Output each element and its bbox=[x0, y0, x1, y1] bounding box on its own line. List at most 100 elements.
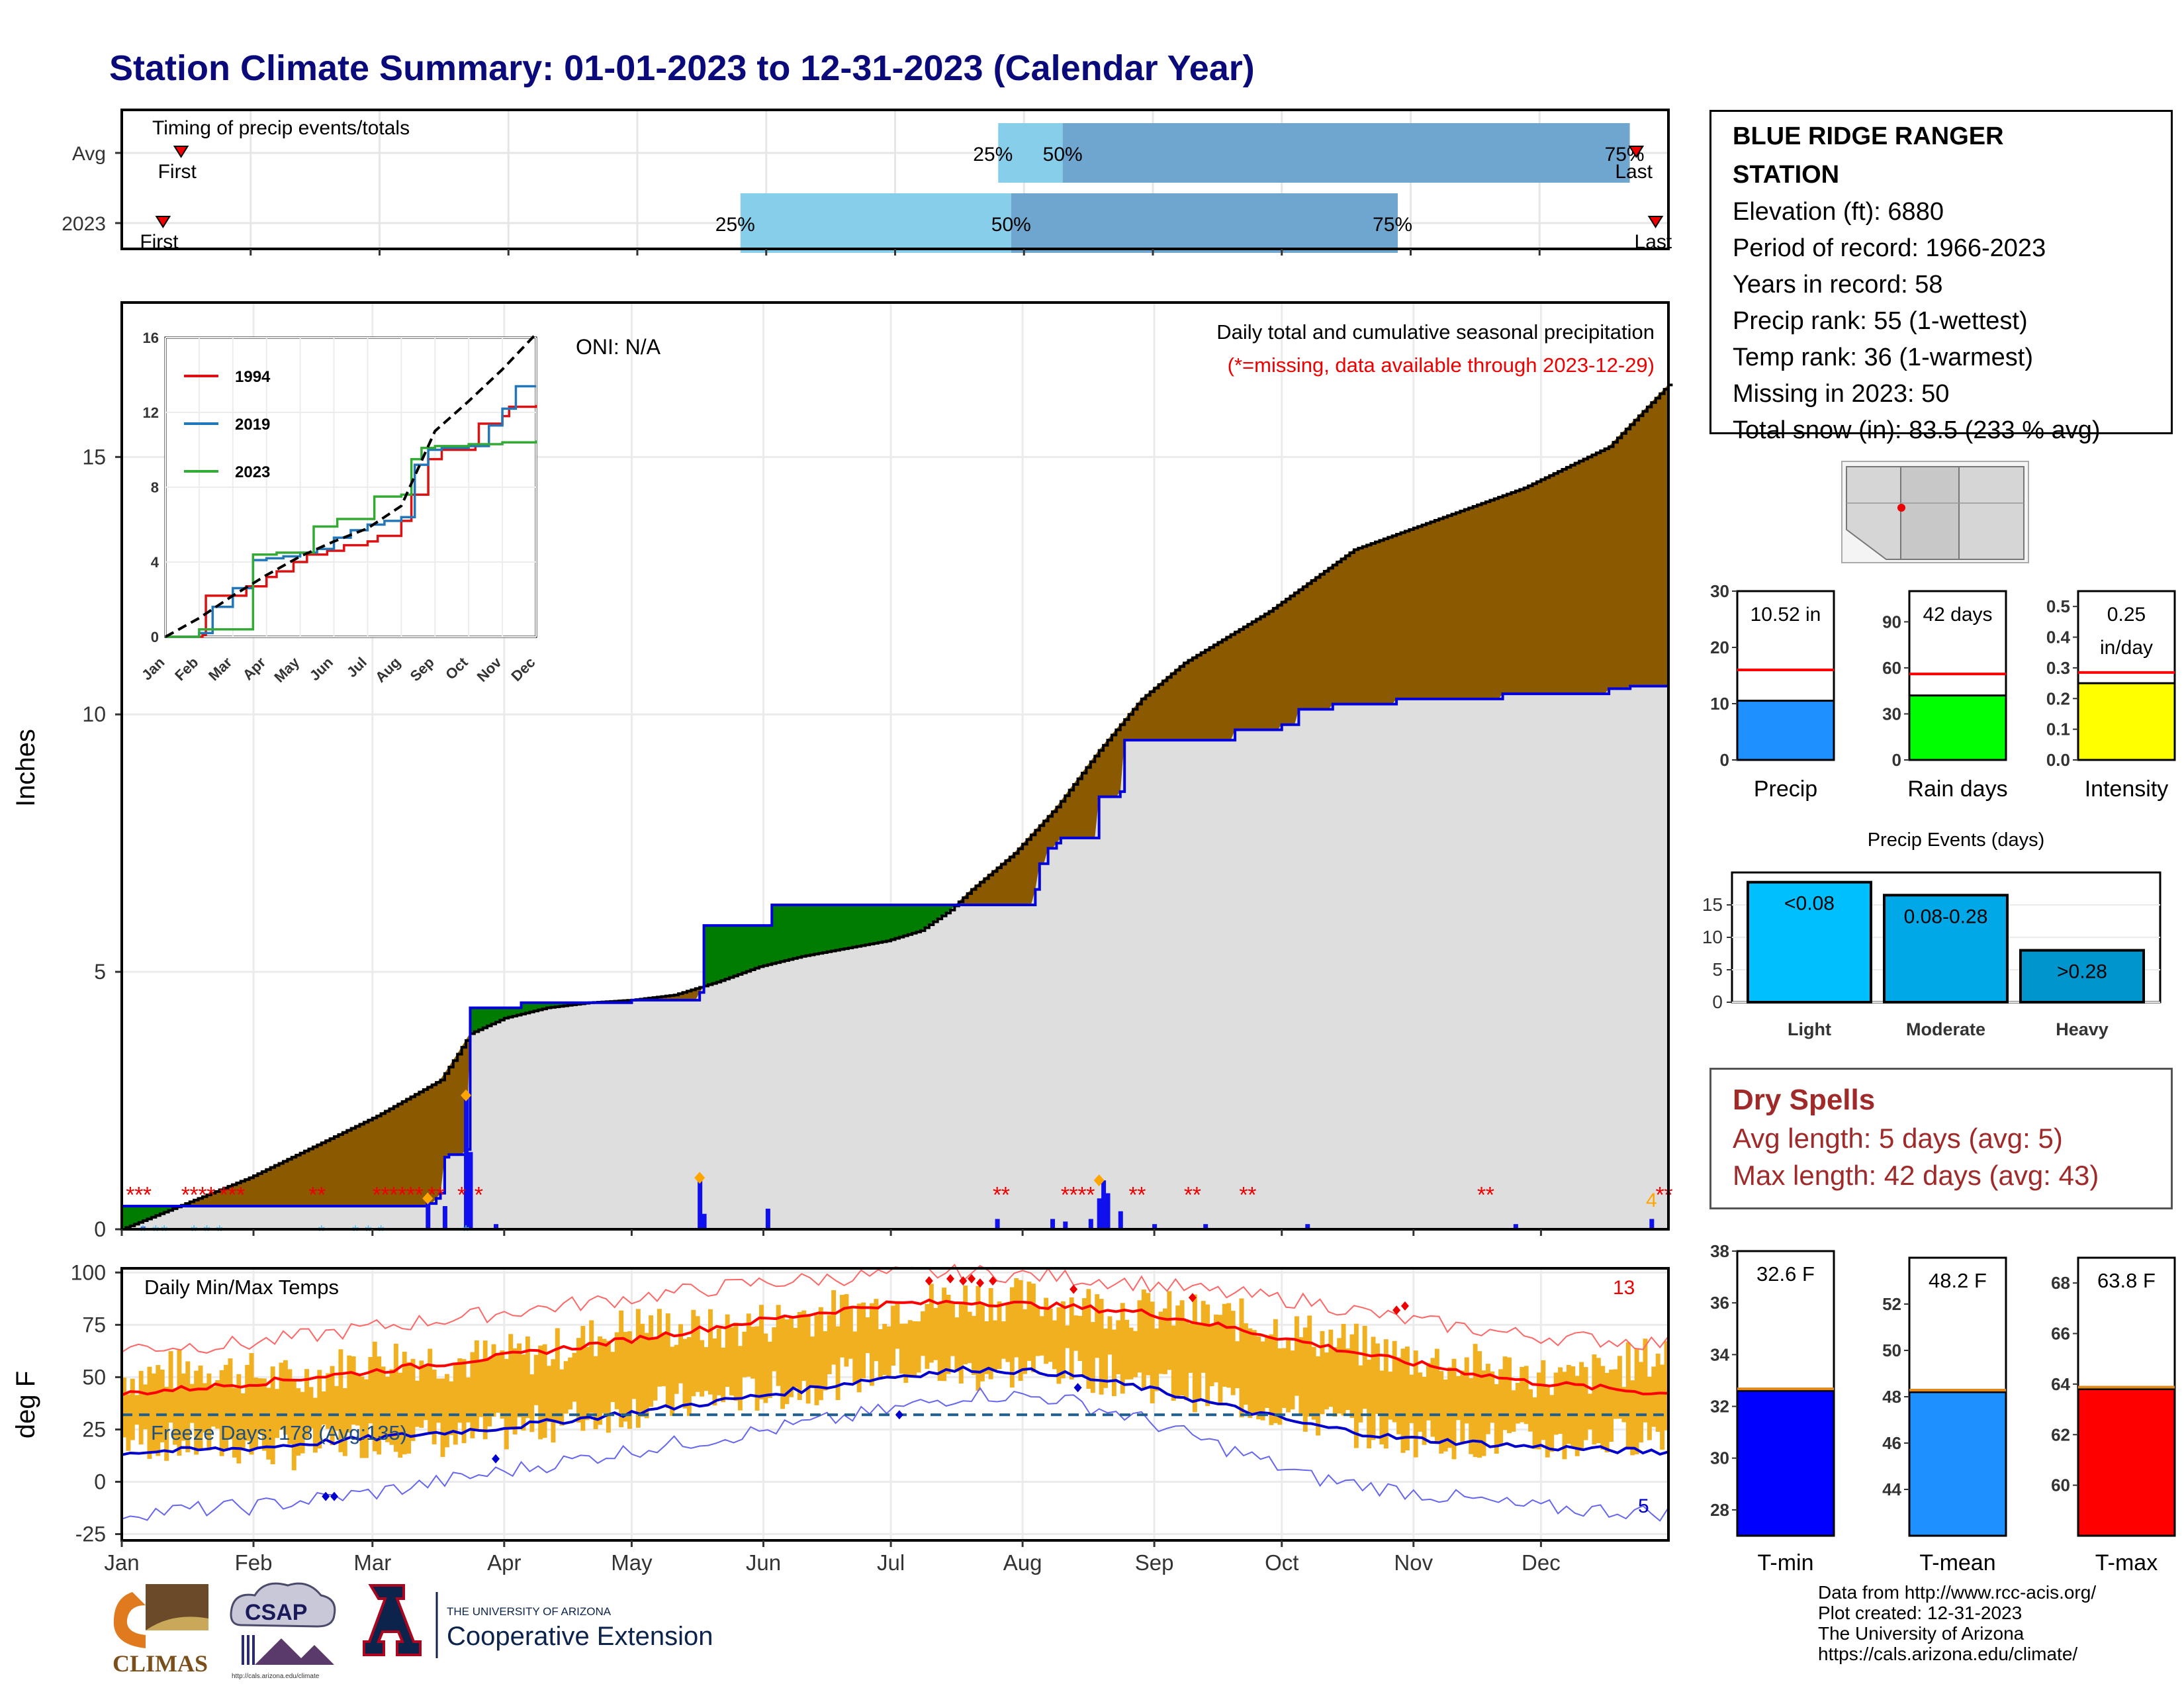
daily-temp-bar bbox=[835, 1326, 841, 1400]
snow-marker: * bbox=[140, 1221, 146, 1241]
daily-temp-bar bbox=[1277, 1348, 1283, 1425]
daily-temp-bar bbox=[602, 1338, 607, 1413]
daily-temp-bar bbox=[763, 1333, 768, 1403]
daily-temp-bar bbox=[1383, 1339, 1388, 1449]
month-label: Dec bbox=[1522, 1550, 1561, 1575]
total-ytick-label: 10 bbox=[1710, 694, 1729, 714]
daily-precip-bar bbox=[426, 1198, 431, 1229]
daily-temp-bar bbox=[691, 1309, 696, 1397]
daily-temp-bar bbox=[1265, 1336, 1269, 1408]
daily-temp-bar bbox=[1515, 1383, 1520, 1424]
tmean-ytick-label: 30 bbox=[1710, 1448, 1729, 1468]
daily-precip-bar bbox=[1203, 1224, 1208, 1229]
daily-temp-bar bbox=[368, 1356, 373, 1424]
daily-temp-bar bbox=[478, 1360, 484, 1417]
daily-temp-bar bbox=[529, 1374, 535, 1432]
month-label: Apr bbox=[487, 1550, 521, 1575]
daily-temp-bar bbox=[1226, 1303, 1232, 1388]
daily-temp-bar bbox=[754, 1326, 760, 1411]
daily-temp-bar bbox=[143, 1384, 148, 1430]
daily-temp-bar bbox=[1481, 1370, 1486, 1456]
total-bar bbox=[2077, 682, 2176, 761]
temp-ytick-label: 25 bbox=[82, 1417, 106, 1441]
daily-temp-bar bbox=[1579, 1362, 1584, 1451]
station-marker bbox=[1897, 504, 1905, 512]
daily-temp-bar bbox=[419, 1360, 424, 1428]
daily-temp-bar bbox=[270, 1366, 275, 1464]
missing-star: * bbox=[206, 1183, 215, 1208]
daily-temp-bar bbox=[921, 1311, 925, 1356]
daily-temp-bar bbox=[1324, 1352, 1329, 1410]
credit-line[interactable]: Data from http://www.rcc-acis.org/ bbox=[1818, 1582, 2097, 1603]
daily-precip-bar bbox=[1152, 1224, 1158, 1229]
daily-temp-bar bbox=[1337, 1338, 1342, 1414]
credits: Data from http://www.rcc-acis.org/ Plot … bbox=[1818, 1582, 2096, 1664]
daily-temp-bar bbox=[1281, 1348, 1287, 1408]
daily-temp-bar bbox=[852, 1331, 858, 1383]
daily-temp-bar bbox=[631, 1342, 637, 1399]
daily-temp-bar bbox=[495, 1354, 500, 1413]
daily-temp-bar bbox=[1625, 1342, 1631, 1450]
daily-temp-bar bbox=[1009, 1287, 1015, 1388]
record-high-marker bbox=[1188, 1293, 1197, 1303]
tmean-ytick-label: 36 bbox=[1710, 1293, 1729, 1313]
daily-temp-bar bbox=[1298, 1337, 1304, 1416]
inset-legend-label: 2019 bbox=[235, 416, 270, 434]
daily-temp-bar bbox=[810, 1336, 815, 1386]
credit-line[interactable]: https://cals.arizona.edu/climate/ bbox=[1818, 1644, 2078, 1664]
total-ytick-label: 0.3 bbox=[2046, 658, 2070, 678]
daily-temp-bar bbox=[1583, 1367, 1588, 1440]
daily-temp-bar bbox=[929, 1284, 934, 1363]
daily-temp-bar bbox=[572, 1352, 577, 1402]
daily-temp-bar bbox=[805, 1314, 811, 1404]
info-row: Elevation (ft): 6880 bbox=[1733, 198, 1944, 226]
daily-temp-bar bbox=[449, 1381, 454, 1435]
daily-temp-bar bbox=[725, 1314, 730, 1387]
daily-temp-bar bbox=[958, 1302, 964, 1384]
tmean-ytick-label: 32 bbox=[1710, 1397, 1729, 1417]
daily-temp-bar bbox=[219, 1370, 224, 1456]
daily-temp-bar bbox=[661, 1332, 666, 1387]
map-state bbox=[1900, 466, 1960, 560]
daily-temp-bar bbox=[1570, 1366, 1576, 1447]
tmean-ytick-label: 46 bbox=[1882, 1433, 1901, 1453]
daily-temp-bar bbox=[907, 1320, 913, 1376]
daily-temp-bar bbox=[644, 1333, 649, 1419]
daily-temp-bar bbox=[1358, 1365, 1363, 1423]
timing-q50-label: 50% bbox=[1043, 144, 1083, 165]
daily-temp-bar bbox=[865, 1317, 870, 1354]
info-row: Period of record: 1966-2023 bbox=[1733, 234, 2046, 262]
daily-temp-bar bbox=[1455, 1376, 1461, 1421]
daily-temp-bar bbox=[1451, 1358, 1457, 1460]
daily-temp-bar bbox=[627, 1331, 632, 1429]
snow-marker: * bbox=[352, 1221, 359, 1241]
daily-precip-bar bbox=[493, 1224, 498, 1229]
inset-legend-label: 2023 bbox=[235, 463, 270, 481]
tmean-category-label: T-min bbox=[1758, 1550, 1814, 1575]
daily-temp-bar bbox=[589, 1320, 594, 1413]
tmean-bar bbox=[2077, 1388, 2176, 1537]
daily-temp-bar bbox=[287, 1369, 293, 1444]
daily-temp-bar bbox=[678, 1324, 683, 1383]
daily-temp-bar bbox=[1498, 1369, 1504, 1444]
record-low-marker bbox=[330, 1491, 339, 1501]
month-label: Jan bbox=[104, 1550, 139, 1575]
info-row: Total snow (in): 83.5 (233 % avg) bbox=[1733, 416, 2101, 444]
daily-temp-bar bbox=[606, 1340, 611, 1433]
daily-precip-bar bbox=[468, 1152, 473, 1229]
precip-ytick-label: 0 bbox=[94, 1217, 106, 1241]
precip-subtitle: (*=missing, data available through 2023-… bbox=[1228, 353, 1655, 377]
missing-star: * bbox=[1239, 1183, 1248, 1208]
daily-temp-bar bbox=[1630, 1380, 1635, 1456]
daily-precip-bar bbox=[442, 1206, 447, 1229]
daily-temp-bar bbox=[1379, 1370, 1385, 1445]
snow-marker: * bbox=[161, 1221, 167, 1241]
daily-temp-bar bbox=[649, 1315, 654, 1407]
events-ytick-label: 0 bbox=[1712, 992, 1723, 1012]
daily-temp-bar bbox=[1026, 1282, 1032, 1361]
daily-temp-bar bbox=[1039, 1316, 1044, 1356]
record-low-marker bbox=[322, 1491, 330, 1501]
missing-star: * bbox=[373, 1183, 381, 1208]
record-low-marker bbox=[1073, 1383, 1082, 1393]
total-value-label: 0.25 bbox=[2107, 604, 2146, 626]
